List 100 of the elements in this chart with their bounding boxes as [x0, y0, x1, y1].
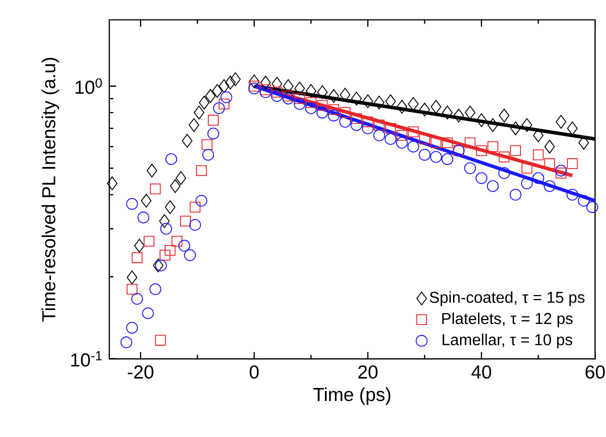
point: [305, 102, 317, 114]
point: [205, 89, 216, 103]
point: [430, 137, 442, 148]
legend-label: Platelets, τ = 12 ps: [442, 312, 573, 328]
point: [510, 145, 521, 156]
point: [306, 84, 316, 98]
point: [106, 176, 118, 190]
point: [306, 97, 316, 108]
point: [328, 104, 340, 115]
point: [134, 238, 145, 252]
point: [586, 201, 598, 213]
point: [140, 194, 152, 208]
point: [430, 100, 442, 114]
x-tick-label: 0: [250, 365, 259, 379]
point: [544, 140, 555, 154]
point: [362, 122, 374, 134]
point: [146, 164, 158, 178]
point: [532, 149, 544, 160]
point: [195, 194, 208, 207]
point: [180, 216, 191, 226]
point: [442, 106, 453, 120]
point: [178, 240, 190, 252]
point: [317, 85, 328, 99]
point: [419, 102, 430, 116]
point: [533, 128, 544, 142]
point: [487, 141, 498, 152]
point: [202, 148, 214, 161]
point: [488, 118, 498, 132]
point: [316, 106, 328, 118]
point: [567, 121, 578, 136]
point: [544, 180, 556, 192]
point: [282, 90, 294, 102]
point: [532, 172, 544, 184]
point: [396, 130, 408, 141]
point: [351, 92, 362, 106]
point: [182, 134, 192, 148]
x-tick-label: 60: [586, 365, 605, 379]
point: [225, 76, 236, 90]
point: [510, 188, 522, 200]
point: [362, 116, 374, 128]
legend-label: Spin-coated, τ = 15 ps: [430, 291, 584, 306]
point: [149, 283, 162, 296]
x-tick-label: 20: [358, 365, 378, 379]
point: [220, 91, 232, 104]
point: [373, 129, 386, 142]
point: [176, 171, 186, 185]
point: [498, 108, 510, 122]
point: [188, 118, 200, 132]
point: [578, 194, 590, 207]
point: [408, 97, 419, 111]
point: [566, 158, 578, 169]
point: [160, 222, 172, 235]
point: [294, 82, 305, 96]
point: [294, 93, 306, 104]
point: [396, 136, 408, 149]
y-tick-label: 10$^{-1}$: [71, 351, 102, 367]
point: [419, 133, 430, 144]
x-tick-label: 40: [471, 365, 492, 379]
point: [230, 72, 241, 86]
point: [212, 84, 223, 98]
point: [126, 322, 138, 334]
point: [208, 114, 219, 126]
point: [248, 80, 260, 92]
point: [120, 336, 132, 348]
point: [328, 89, 340, 103]
point: [126, 284, 138, 295]
point: [248, 74, 260, 88]
point: [132, 252, 143, 263]
point: [430, 150, 442, 163]
point: [144, 236, 154, 247]
point: [282, 92, 294, 104]
point: [218, 79, 230, 93]
point: [374, 96, 384, 110]
point: [486, 180, 499, 192]
point: [476, 145, 487, 156]
point: [339, 116, 351, 128]
point: [126, 270, 138, 284]
point: [155, 334, 166, 346]
point: [165, 153, 178, 165]
point: [556, 114, 566, 129]
point: [521, 177, 533, 190]
point: [385, 122, 396, 134]
point: [150, 183, 161, 194]
point: [408, 126, 419, 138]
point: [384, 133, 396, 145]
point: [218, 98, 230, 110]
point: [498, 167, 510, 179]
y-axis-title: Time-resolved PL Intensity (a.u): [42, 58, 60, 322]
point: [194, 106, 204, 120]
point: [260, 84, 271, 96]
point: [522, 118, 532, 132]
point: [155, 259, 167, 272]
point: [198, 96, 210, 110]
point: [350, 119, 362, 131]
point: [544, 158, 556, 169]
point: [374, 120, 385, 130]
point: [184, 249, 196, 261]
point: [476, 172, 488, 184]
point: [190, 202, 201, 212]
point: [510, 121, 521, 136]
